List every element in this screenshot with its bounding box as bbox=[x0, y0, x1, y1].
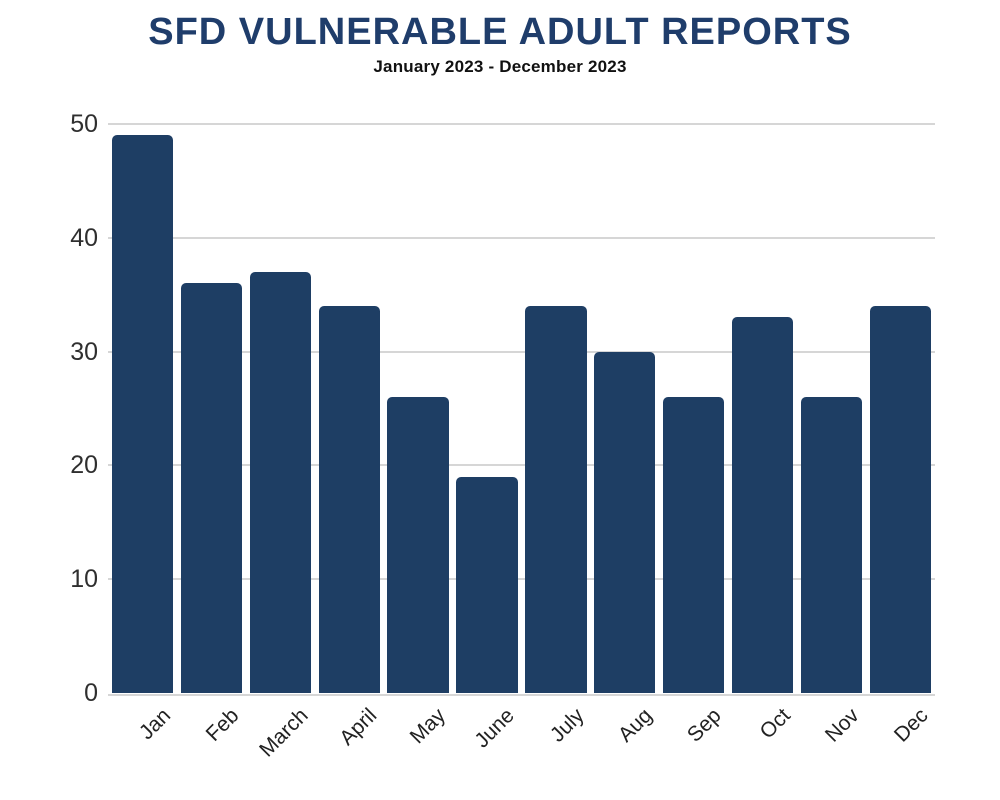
bar-oct bbox=[731, 317, 794, 693]
chart-header: SFD VULNERABLE ADULT REPORTS January 202… bbox=[0, 0, 1000, 77]
y-axis-tick-label: 40 bbox=[70, 223, 98, 252]
chart-title: SFD VULNERABLE ADULT REPORTS bbox=[148, 11, 852, 53]
x-axis-tick-march: March bbox=[246, 699, 315, 799]
bar-aug bbox=[594, 351, 656, 693]
x-axis-label: July bbox=[545, 704, 589, 747]
bar-column-may bbox=[384, 124, 453, 693]
y-axis: 0 10 20 30 40 50 bbox=[18, 110, 98, 707]
x-axis-label: Aug bbox=[614, 704, 658, 747]
x-axis-tick-oct: Oct bbox=[728, 699, 797, 799]
bar-feb bbox=[180, 283, 243, 693]
bar-column-dec bbox=[866, 124, 935, 693]
y-axis-tick-label: 30 bbox=[70, 337, 98, 366]
gridline bbox=[108, 464, 935, 467]
x-axis-tick-june: June bbox=[453, 699, 522, 799]
x-axis: Jan Feb March April May June July Aug Sep Oct Nov D… bbox=[108, 699, 935, 799]
y-axis-tick-label: 20 bbox=[70, 451, 98, 480]
bar-may bbox=[387, 397, 449, 693]
bar-march bbox=[249, 271, 311, 693]
bar-column-aug bbox=[590, 124, 659, 693]
x-axis-label: Feb bbox=[201, 704, 244, 746]
y-axis-tick-label: 0 bbox=[84, 679, 98, 707]
y-axis-tick-label: 10 bbox=[70, 565, 98, 594]
x-axis-label: Jan bbox=[134, 704, 175, 745]
x-axis-tick-sep: Sep bbox=[659, 699, 728, 799]
x-axis-tick-july: July bbox=[521, 699, 590, 799]
x-axis-tick-jan: Jan bbox=[108, 699, 177, 799]
bar-column-feb bbox=[177, 124, 246, 693]
x-axis-label: June bbox=[470, 704, 520, 753]
bar-july bbox=[525, 306, 587, 693]
x-axis-label: Sep bbox=[683, 704, 726, 747]
gridline bbox=[108, 236, 935, 239]
x-axis-label: Dec bbox=[890, 704, 933, 747]
x-axis-label: Nov bbox=[821, 704, 864, 747]
x-axis-label: March bbox=[254, 704, 313, 762]
gridline bbox=[108, 694, 935, 696]
x-axis-tick-dec: Dec bbox=[866, 699, 935, 799]
gridline bbox=[108, 123, 935, 125]
x-axis-tick-nov: Nov bbox=[797, 699, 866, 799]
x-axis-label: April bbox=[335, 704, 382, 750]
bar-nov bbox=[800, 397, 863, 693]
bar-column-july bbox=[521, 124, 590, 693]
bars-row bbox=[108, 124, 935, 693]
bar-june bbox=[456, 476, 518, 693]
bar-sep bbox=[663, 397, 725, 693]
x-axis-label: Oct bbox=[755, 704, 795, 744]
x-axis-label: May bbox=[406, 704, 451, 749]
bar-column-april bbox=[315, 124, 384, 693]
plot-area bbox=[108, 123, 935, 696]
gridline bbox=[108, 350, 935, 353]
bar-column-june bbox=[453, 124, 522, 693]
x-axis-tick-feb: Feb bbox=[177, 699, 246, 799]
bar-column-jan bbox=[108, 124, 177, 693]
bar-jan bbox=[111, 135, 174, 693]
bar-april bbox=[318, 306, 380, 693]
x-axis-tick-aug: Aug bbox=[590, 699, 659, 799]
bar-dec bbox=[869, 306, 932, 693]
y-axis-tick-label: 50 bbox=[70, 110, 98, 138]
chart-subtitle: January 2023 - December 2023 bbox=[373, 56, 627, 76]
x-axis-tick-may: May bbox=[384, 699, 453, 799]
gridline bbox=[108, 578, 935, 581]
bar-column-oct bbox=[728, 124, 797, 693]
bar-column-march bbox=[246, 124, 315, 693]
bar-column-nov bbox=[797, 124, 866, 693]
bar-column-sep bbox=[659, 124, 728, 693]
x-axis-tick-april: April bbox=[315, 699, 384, 799]
